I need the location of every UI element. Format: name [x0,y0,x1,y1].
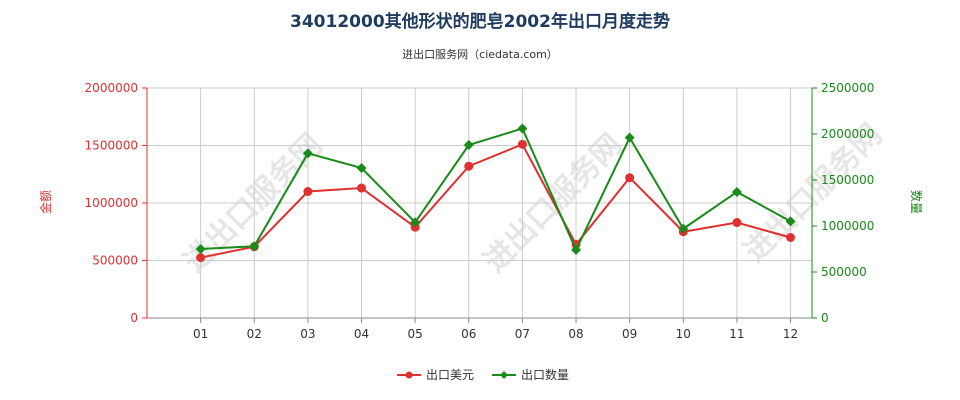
right-tick-label: 0 [821,311,829,325]
right-tick-label: 1000000 [821,219,874,233]
x-tick-label: 09 [622,327,637,341]
x-tick-label: 01 [193,327,208,341]
x-tick-label: 04 [354,327,369,341]
data-point-usd [625,173,635,183]
data-point-usd [303,187,313,196]
legend-marker-usd [405,371,413,379]
right-tick-label: 500000 [821,265,867,279]
left-tick-label: 2000000 [85,81,138,95]
data-point-quantity [624,132,635,143]
data-point-quantity [356,163,367,174]
left-tick-label: 500000 [92,254,138,268]
data-point-quantity [785,216,796,227]
legend-label-quantity: 出口数量 [521,367,569,382]
right-tick-label: 2500000 [821,81,874,95]
data-point-quantity [410,217,421,228]
series-line-quantity [200,127,792,253]
data-point-quantity [195,244,206,254]
data-point-usd [517,139,527,149]
watermark-layer: 进出口服务网 进出口服务网 进出口服务网 [177,117,889,279]
series-line-usd [200,143,791,259]
data-point-usd [732,218,742,228]
chart-subtitle: 进出口服务网（ciedata.com） [402,47,558,61]
right-axis-label: 数量 [909,190,924,214]
data-point-usd [464,161,474,171]
data-point-quantity [463,140,474,151]
data-point-quantity [678,223,689,234]
data-point-usd [196,253,206,263]
data-point-usd [357,183,367,193]
right-tick-label: 2000000 [821,127,874,141]
x-axis-ticks: 01 02 03 04 05 06 07 08 09 10 11 12 [193,318,798,341]
x-tick-label: 11 [729,327,744,341]
right-tick-label: 1500000 [821,173,874,187]
left-axis-label: 金额 [38,190,53,214]
chart-title: 34012000其他形状的肥皂2002年出口月度走势 [290,11,670,32]
data-point-quantity [731,186,742,197]
left-tick-label: 1500000 [85,139,138,153]
left-axis-ticks: 0 500000 1000000 1500000 2000000 [85,81,147,325]
x-tick-label: 07 [515,327,530,341]
x-tick-label: 06 [461,327,476,341]
data-point-quantity [302,148,313,159]
right-axis-ticks: 0 500000 1000000 1500000 2000000 2500000 [812,81,874,325]
grid [146,87,813,319]
legend: 出口美元 出口数量 [397,367,569,382]
data-point-quantity [571,244,582,255]
data-point-quantity [249,241,260,252]
x-tick-label: 10 [676,327,691,341]
series-layer [195,123,796,263]
x-tick-label: 03 [300,327,315,341]
left-tick-label: 0 [130,311,138,325]
x-tick-label: 02 [247,327,262,341]
data-point-usd [786,233,796,242]
x-tick-label: 12 [783,327,798,341]
left-tick-label: 1000000 [85,196,138,210]
x-tick-label: 08 [568,327,583,341]
x-tick-label: 05 [408,327,423,341]
data-point-quantity [517,123,528,134]
legend-marker-quantity [500,371,508,379]
legend-label-usd: 出口美元 [426,368,474,382]
